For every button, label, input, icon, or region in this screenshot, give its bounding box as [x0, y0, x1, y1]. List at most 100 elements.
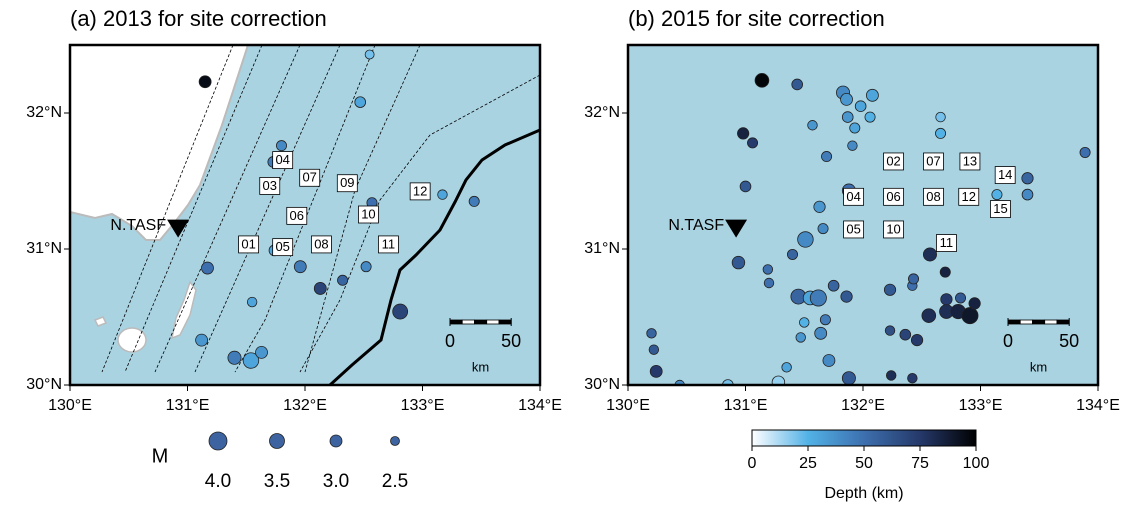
earthquake: [849, 122, 861, 134]
station-label: 04: [846, 189, 860, 204]
earthquake: [246, 296, 258, 308]
x-tick-label: 132°E: [283, 397, 327, 414]
earthquake: [847, 140, 858, 151]
points: [646, 73, 1091, 385]
station-label: 15: [993, 201, 1007, 216]
scale-bar-segment: [474, 319, 488, 325]
station-box: [990, 200, 1011, 218]
earthquake: [840, 290, 853, 303]
colorbar-label: Depth (km): [824, 485, 903, 502]
earthquake: [392, 303, 409, 320]
earthquake: [195, 333, 209, 347]
earthquake: [293, 260, 307, 274]
earthquake: [762, 264, 774, 275]
station-box: [336, 174, 358, 193]
earthquake: [822, 354, 836, 367]
station-label: 07: [926, 153, 940, 168]
earthquake: [1079, 146, 1091, 158]
earthquake: [754, 73, 770, 88]
earthquake: [364, 49, 375, 60]
contour-line: [299, 74, 540, 373]
station-box: [358, 205, 379, 224]
station-label: 14: [998, 167, 1012, 182]
earthquake: [468, 195, 480, 207]
station-box: [259, 177, 281, 195]
land: [70, 45, 250, 241]
station-marker: [167, 219, 190, 238]
earthquake: [739, 180, 752, 193]
station-marker-label: N.TASF: [110, 217, 166, 234]
earthquake: [910, 334, 924, 347]
station-box: [311, 235, 332, 254]
earthquake: [821, 151, 833, 163]
earthquake: [921, 308, 937, 323]
station-label: 08: [314, 236, 328, 251]
station-box: [409, 182, 431, 201]
earthquake: [1021, 172, 1034, 185]
earthquake: [908, 273, 920, 285]
x-tick-label: 134°E: [1076, 397, 1120, 414]
earthquake: [899, 328, 912, 341]
earthquake: [242, 352, 260, 369]
station-box: [958, 187, 980, 206]
earthquake: [814, 326, 828, 340]
size-legend-label: 3.5: [264, 471, 290, 492]
island: [93, 316, 108, 327]
station-box: [883, 152, 904, 171]
contour-line: [124, 45, 263, 373]
earthquake: [649, 364, 663, 378]
panel-title: (b) 2015 for site correction: [628, 6, 885, 31]
scale-bar-segment: [1032, 319, 1046, 325]
earthquake: [795, 332, 806, 343]
earthquake: [648, 344, 660, 355]
x-tick-label: 133°E: [401, 397, 445, 414]
trench: [328, 128, 540, 385]
size-legend-marker: [390, 436, 400, 446]
station-marker: [725, 219, 748, 238]
station-label: 11: [382, 236, 396, 251]
island: [117, 327, 147, 353]
station-box: [286, 206, 308, 225]
x-tick-label: 132°E: [841, 397, 885, 414]
station-label: 08: [926, 189, 940, 204]
earthquake: [781, 362, 792, 373]
earthquake: [337, 274, 349, 286]
station-marker-label: N.TASF: [668, 217, 724, 234]
y-tick-label: 30°N: [26, 376, 62, 393]
earthquake: [354, 96, 367, 108]
scale-bar-segment: [1007, 319, 1021, 325]
earthquake: [731, 255, 746, 270]
earthquake: [437, 189, 448, 200]
station-box: [238, 235, 260, 254]
earthquake: [797, 231, 814, 248]
earthquake: [841, 371, 856, 385]
station-label: 11: [940, 235, 954, 250]
earthquake: [791, 78, 803, 91]
earthquake: [360, 261, 372, 273]
earthquake: [841, 111, 854, 123]
station-box: [883, 220, 904, 239]
y-tick-label: 32°N: [584, 104, 620, 121]
size-legend-marker: [329, 434, 343, 448]
contour-line: [234, 45, 376, 373]
earthquake: [854, 100, 867, 112]
earthquake: [840, 93, 853, 106]
station-box: [272, 151, 294, 170]
y-tick-label: 32°N: [26, 104, 62, 121]
earthquake: [813, 200, 826, 213]
island: [170, 280, 197, 340]
colorbar-tick-label: 0: [748, 455, 757, 472]
earthquake: [275, 140, 287, 152]
earthquake: [864, 111, 876, 123]
sea: [628, 45, 1098, 385]
earthquake: [646, 328, 657, 339]
station-label: 05: [846, 221, 860, 236]
scale-unit: km: [472, 359, 489, 374]
station-label: 09: [340, 175, 354, 190]
scale-tick-label: 50: [501, 331, 521, 351]
station-label: 12: [413, 183, 427, 198]
station-label: 06: [290, 208, 304, 223]
earthquake: [827, 279, 840, 292]
earthquake: [771, 375, 786, 385]
